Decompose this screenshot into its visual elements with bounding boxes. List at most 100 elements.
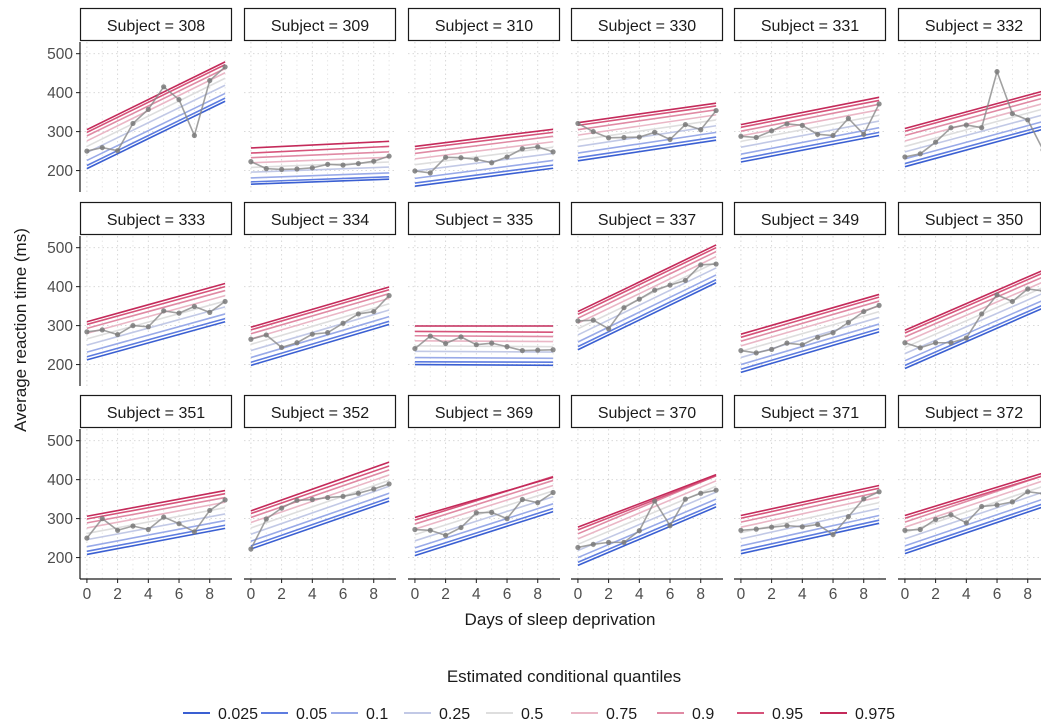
- observed-point: [535, 144, 541, 150]
- observed-point: [412, 526, 418, 533]
- observed-point: [861, 308, 867, 315]
- quantile-line-0.05: [740, 131, 880, 160]
- observed-point: [519, 347, 525, 354]
- y-tick-label: 300: [47, 124, 73, 141]
- observed-point: [917, 151, 923, 157]
- quantile-lines: [577, 244, 717, 351]
- quantile-lines: [86, 282, 226, 361]
- observed-point: [902, 527, 908, 533]
- x-tick-label: 2: [277, 586, 286, 603]
- observed-point: [161, 84, 167, 90]
- quantile-line-0.75: [740, 496, 880, 528]
- facet-strip: [897, 7, 1041, 42]
- observed-point: [876, 489, 882, 495]
- quantile-line-0.25: [86, 513, 226, 541]
- observed-point: [738, 133, 744, 139]
- quantile-line-0.05: [740, 327, 880, 371]
- grid: [898, 429, 1041, 579]
- quantile-line-0.1: [86, 313, 226, 353]
- quantile-line-0.05: [250, 176, 390, 183]
- quantile-line-0.025: [740, 522, 880, 555]
- observed-line: [904, 490, 1041, 532]
- quantile-line-0.9: [740, 103, 880, 133]
- grid: [571, 236, 723, 386]
- observed-point: [933, 340, 939, 346]
- facet-strip: [243, 394, 397, 429]
- observed-point: [738, 347, 744, 354]
- observed-point: [248, 336, 254, 342]
- x-tick-label: 6: [503, 586, 512, 603]
- quantile-line-0.95: [86, 285, 226, 326]
- observed-point: [861, 131, 867, 137]
- observed-series: [575, 107, 719, 143]
- observed-point: [769, 128, 775, 134]
- quantile-lines: [577, 473, 717, 567]
- facet-strip-label: Subject = 331: [761, 18, 859, 35]
- facet-strip: [570, 394, 724, 429]
- observed-series: [738, 302, 882, 356]
- observed-point: [84, 329, 90, 335]
- facet-panel-332: Subject = 332: [897, 7, 1041, 192]
- quantile-line-0.95: [577, 246, 717, 316]
- quantile-line-0.975: [414, 476, 554, 519]
- quantile-line-0.95: [904, 93, 1041, 132]
- quantile-line-0.75: [740, 109, 880, 137]
- quantile-lines: [740, 96, 880, 163]
- x-tick-label: 4: [144, 586, 153, 603]
- legend-item-0.95: 0.95: [737, 706, 803, 723]
- observed-point: [443, 532, 449, 538]
- quantile-line-0.05: [414, 507, 554, 554]
- grid: [734, 236, 886, 386]
- quantile-line-0.75: [250, 156, 390, 164]
- quantile-line-0.05: [740, 519, 880, 552]
- observed-series: [84, 497, 228, 541]
- observed-point: [636, 296, 642, 302]
- facet-panel-369: Subject = 369 0 2 4 6 8: [407, 394, 561, 603]
- observed-point: [753, 350, 759, 356]
- facet-strip-label: Subject = 370: [598, 405, 696, 422]
- quantile-line-0.05: [577, 503, 717, 563]
- facet-panel-309: Subject = 309: [243, 7, 397, 192]
- quantile-line-0.025: [250, 500, 390, 550]
- observed-point: [99, 327, 105, 333]
- x-tick-label: 6: [175, 586, 184, 603]
- facet-panel-349: Subject = 349: [733, 201, 887, 386]
- quantile-line-0.95: [904, 273, 1041, 334]
- observed-point: [963, 335, 969, 341]
- quantile-line-0.05: [904, 125, 1041, 165]
- observed-point: [799, 122, 805, 128]
- observed-point: [519, 496, 525, 503]
- observed-point: [713, 487, 719, 493]
- x-tick-label: 4: [962, 586, 971, 603]
- quantile-line-0.9: [904, 97, 1041, 137]
- observed-point: [575, 318, 581, 324]
- quantile-line-0.1: [904, 121, 1041, 160]
- quantile-line-0.05: [414, 164, 554, 184]
- observed-point: [738, 527, 744, 533]
- quantile-line-0.75: [740, 305, 880, 347]
- grid: [244, 429, 396, 579]
- quantile-line-0.9: [414, 479, 554, 525]
- grid: [408, 236, 560, 386]
- legend-label: 0.5: [521, 706, 543, 723]
- legend-label: 0.95: [772, 706, 803, 723]
- legend-item-0.025: 0.025: [183, 706, 258, 723]
- y-tick-label: 300: [47, 511, 73, 528]
- quantile-line-0.975: [904, 270, 1041, 332]
- observed-point: [309, 331, 315, 337]
- quantile-line-0.95: [250, 465, 390, 515]
- quantile-line-0.025: [250, 323, 390, 367]
- observed-line: [740, 304, 880, 354]
- facet-strip: [407, 201, 561, 236]
- quantile-line-0.75: [904, 103, 1041, 142]
- x-tick-label: 2: [113, 586, 122, 603]
- observed-point: [458, 155, 464, 161]
- observed-point: [535, 347, 541, 353]
- observed-point: [222, 298, 228, 305]
- quantile-line-0.025: [250, 178, 390, 186]
- x-tick-label: 2: [767, 586, 776, 603]
- quantile-lines: [904, 270, 1041, 370]
- quantile-line-0.975: [904, 90, 1041, 130]
- observed-point: [161, 514, 167, 520]
